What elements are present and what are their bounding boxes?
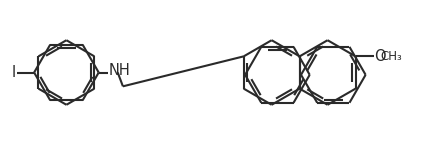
Text: O: O <box>374 49 386 64</box>
Text: I: I <box>12 65 16 80</box>
Text: CH₃: CH₃ <box>380 50 402 63</box>
Text: NH: NH <box>109 63 130 78</box>
